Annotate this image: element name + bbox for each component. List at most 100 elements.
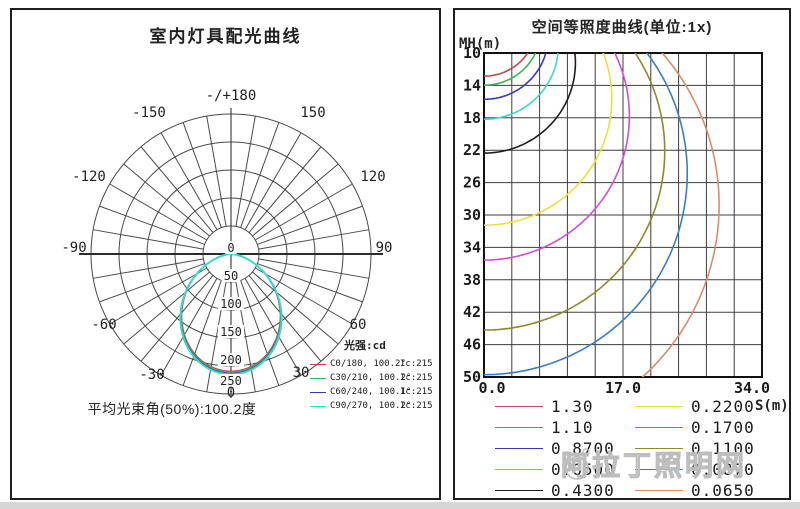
legend-swatch	[495, 469, 543, 470]
legend-swatch	[635, 490, 683, 491]
legend-lux-value: 1.10	[551, 418, 594, 437]
x-tick-0.0: 0.0	[478, 379, 505, 397]
angle-tick--90: -90	[61, 240, 86, 256]
y-tick-18: 18	[463, 109, 481, 127]
isolux-legend-item: 0.4300	[495, 480, 615, 500]
y-tick-30: 30	[463, 206, 481, 224]
legend-label: C30/210, 100.2°	[330, 373, 412, 383]
isolux-legend-item: 0.0870	[635, 459, 755, 480]
radial-tick-100: 100	[220, 297, 242, 311]
angle-tick--120: -120	[72, 169, 106, 185]
y-tick-10: 10	[463, 44, 481, 62]
beam-angle-note: 平均光束角(50%):100.2度	[87, 401, 257, 417]
radial-tick-0: 0	[227, 241, 234, 255]
isolux-legend-column-1: 1.30 1.10 0.8700 0.6500 0.4300	[495, 396, 615, 500]
legend-lux-value: 0.6500	[551, 460, 615, 479]
legend-label: C90/270, 100.2°	[330, 401, 412, 411]
photometric-legend: 光强:cd C0/180, 100.2° Ic:215 C30/210, 100.2…	[310, 337, 439, 413]
isolux-legend-item: 0.1700	[635, 417, 755, 438]
angle-tick--30: -30	[139, 367, 164, 383]
photometric-legend-item: C0/180, 100.2° Ic:215	[310, 357, 439, 371]
isolux-contour-1.30	[484, 53, 529, 77]
angle-tick-30: 30	[293, 365, 310, 381]
isolux-legend-item: 0.0650	[635, 480, 755, 500]
legend-swatch	[635, 427, 683, 428]
angle-tick-120: 120	[360, 169, 385, 185]
legend-swatch	[495, 406, 543, 407]
angle-tick-60: 60	[350, 317, 367, 333]
y-tick-50: 50	[463, 368, 481, 386]
legend-lux-value: 0.1700	[691, 418, 755, 437]
page-bottom-shadow	[0, 502, 800, 509]
photometric-curve-panel: 0 50 100 150 200 250 -/+180 -150 150 -120 120 -90 90…	[10, 8, 441, 500]
isolux-contour-0.1100	[484, 53, 666, 331]
radial-tick-250: 250	[220, 374, 242, 388]
legend-label: C60/240, 100.1°	[330, 387, 412, 397]
angle-tick-150: 150	[300, 105, 325, 121]
legend-swatch	[310, 377, 326, 379]
isolux-contour-0.2200	[484, 53, 613, 226]
isolux-contour-0.8700	[484, 53, 547, 101]
legend-swatch	[310, 391, 326, 393]
left-panel-title: 室内灯具配光曲线	[149, 27, 302, 46]
photometric-polar-chart: 0 50 100 150 200 250 -/+180 -150 150 -120 120 -90 90…	[61, 88, 393, 401]
angle-tick-90: 90	[376, 240, 393, 256]
legend-swatch	[495, 490, 543, 491]
y-tick-34: 34	[463, 238, 481, 256]
isolux-contour-0.1700	[484, 53, 631, 261]
legend-lux-value: 0.8700	[551, 439, 615, 458]
radial-tick-200: 200	[220, 353, 242, 367]
legend-lux-value: 0.1100	[691, 439, 755, 458]
legend-swatch	[495, 427, 543, 428]
legend-swatch	[635, 448, 683, 449]
legend-imax: Ic:215	[400, 401, 433, 411]
y-tick-46: 46	[463, 336, 481, 354]
photometric-legend-item: C30/210, 100.2° Ic:215	[310, 371, 439, 385]
legend-imax: Ic:215	[400, 373, 433, 383]
isolux-legend-item: 0.6500	[495, 459, 615, 480]
isolux-legend-item: 1.30	[495, 396, 615, 417]
isolux-chart: 10 14 18 22 26 30 34 38 42 46 500.0 17.0 34.0	[463, 44, 770, 397]
isolux-legend-item: 0.1100	[635, 438, 755, 459]
legend-imax: Ic:215	[400, 359, 433, 369]
angle-tick-0: 0	[227, 385, 235, 401]
photometric-legend-title: 光强:cd	[344, 339, 386, 352]
x-tick-17.0: 17.0	[605, 379, 641, 397]
legend-label: C0/180, 100.2°	[330, 359, 406, 369]
legend-swatch	[635, 469, 683, 470]
y-tick-38: 38	[463, 271, 481, 289]
y-tick-22: 22	[463, 141, 481, 159]
isolux-contour-0.0870	[484, 53, 688, 376]
legend-lux-value: 0.2200	[691, 397, 755, 416]
legend-lux-value: 0.0870	[691, 460, 755, 479]
isolux-panel: 10 14 18 22 26 30 34 38 42 46 50 0.0 17.0 34.0 空间等照度曲…	[453, 8, 791, 500]
y-tick-42: 42	[463, 303, 481, 321]
photometric-legend-item: C60/240, 100.1° Ic:215	[310, 385, 439, 399]
angle-tick--60: -60	[91, 317, 116, 333]
radial-tick-150: 150	[220, 325, 242, 339]
isolux-legend-item: 0.8700	[495, 438, 615, 459]
y-tick-26: 26	[463, 174, 481, 192]
y-axis-label: MH(m)	[459, 36, 502, 52]
isolux-legend-item: 0.2200	[635, 396, 755, 417]
legend-swatch	[310, 405, 326, 407]
isolux-contour-0.4300	[484, 53, 577, 154]
isolux-contour-0.0650	[641, 53, 720, 377]
angle-tick--150: -150	[132, 105, 166, 121]
isolux-contour-0.6500	[484, 53, 559, 121]
right-panel-title: 空间等照度曲线(单位:1x)	[531, 19, 713, 36]
legend-lux-value: 0.4300	[551, 481, 615, 500]
x-tick-34.0: 34.0	[734, 379, 770, 397]
legend-swatch	[310, 363, 326, 365]
isolux-contour-1.10	[484, 53, 537, 86]
radial-tick-50: 50	[224, 269, 238, 283]
legend-swatch	[635, 406, 683, 407]
legend-swatch	[495, 448, 543, 449]
x-axis-label: S(m)	[755, 398, 789, 414]
legend-lux-value: 1.30	[551, 397, 594, 416]
angle-tick--/+180: -/+180	[206, 88, 257, 104]
legend-imax: Ic:215	[400, 387, 433, 397]
isolux-legend-column-2: 0.2200 0.1700 0.1100 0.0870 0.0650	[635, 396, 755, 500]
legend-lux-value: 0.0650	[691, 481, 755, 500]
